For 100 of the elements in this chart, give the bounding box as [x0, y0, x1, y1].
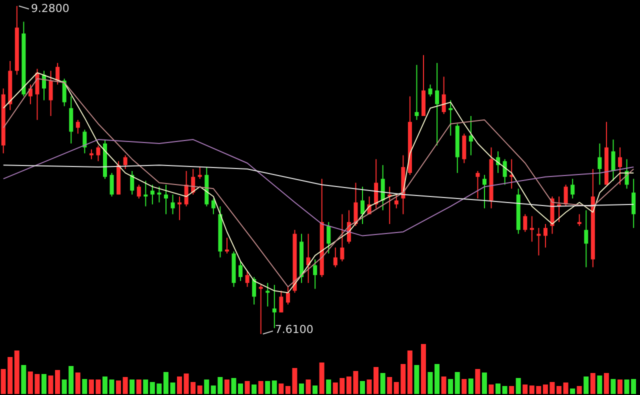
bar — [204, 380, 210, 394]
bar — [258, 381, 264, 394]
candlestick — [123, 154, 128, 170]
bar — [326, 380, 332, 394]
bar — [82, 379, 88, 394]
bar — [475, 369, 480, 394]
candlestick — [598, 142, 602, 186]
candlestick — [577, 214, 582, 226]
bar — [448, 379, 454, 394]
bar — [272, 380, 277, 394]
bar — [278, 384, 284, 394]
bar — [454, 372, 460, 394]
candlestick — [62, 78, 66, 107]
bar — [252, 384, 257, 394]
bar — [468, 378, 474, 394]
bar — [556, 386, 562, 394]
candlestick — [252, 276, 256, 306]
bar — [136, 380, 142, 394]
candlestick — [435, 62, 440, 146]
candlestick — [448, 100, 453, 136]
bar — [197, 386, 202, 394]
annotation: 9.2800 — [30, 2, 70, 15]
candlestick — [238, 260, 243, 282]
candlestick — [333, 247, 338, 268]
candlestick — [96, 144, 100, 162]
candlestick — [326, 222, 331, 254]
bar — [576, 386, 582, 394]
candlestick — [272, 284, 276, 329]
bar — [462, 379, 467, 394]
bar — [360, 381, 365, 394]
bar — [584, 376, 589, 394]
candlestick — [354, 182, 358, 226]
bar — [265, 381, 270, 394]
candlestick — [258, 284, 263, 334]
bar — [570, 388, 576, 394]
bar — [130, 380, 135, 394]
bar — [75, 372, 80, 394]
candlestick — [502, 158, 507, 186]
bar — [14, 350, 20, 394]
bar — [312, 386, 318, 394]
candlestick — [340, 214, 344, 262]
candlestick — [564, 184, 568, 207]
annotation: 7.6100 — [274, 323, 314, 336]
candlestick — [611, 139, 616, 182]
candlestick — [266, 282, 270, 308]
bar — [428, 372, 433, 394]
candlestick — [543, 224, 548, 248]
bar — [441, 376, 446, 394]
candlestick — [313, 258, 318, 290]
candlestick — [28, 84, 32, 105]
candlestick — [157, 186, 162, 203]
bar — [387, 377, 392, 394]
candlestick — [69, 96, 74, 144]
candlestick — [164, 184, 168, 215]
bar — [224, 380, 230, 394]
candlestick — [48, 70, 53, 116]
candlestick — [360, 186, 365, 225]
candlestick — [76, 119, 80, 134]
candlestick — [584, 210, 588, 268]
candlestick — [414, 64, 419, 120]
bar — [414, 365, 420, 394]
bar — [116, 380, 122, 394]
candlestick — [476, 170, 480, 199]
candlestick — [56, 62, 60, 86]
candlestick — [130, 170, 134, 196]
candlestick — [110, 172, 114, 198]
bar — [488, 384, 494, 394]
candlestick — [482, 174, 486, 209]
bar — [48, 376, 54, 394]
bar — [617, 380, 622, 394]
bar — [122, 377, 128, 394]
candlestick — [442, 76, 446, 115]
candlestick — [536, 227, 541, 256]
candlestick — [245, 270, 250, 288]
candlestick — [570, 178, 575, 199]
bar — [41, 374, 46, 394]
candlestick — [184, 170, 188, 207]
candlestick — [224, 237, 229, 254]
bar — [610, 379, 616, 394]
bar — [516, 378, 521, 394]
candlestick — [380, 164, 385, 211]
bar — [604, 373, 609, 394]
bar — [434, 364, 440, 394]
candlestick — [394, 194, 398, 209]
candlestick — [279, 290, 284, 313]
bar — [231, 378, 236, 394]
bar — [21, 365, 26, 394]
candlestick — [286, 286, 290, 306]
bar — [597, 376, 602, 394]
bar — [407, 350, 412, 394]
candlestick — [462, 133, 466, 164]
candlestick — [523, 214, 528, 232]
bar — [366, 380, 372, 394]
bar — [319, 362, 324, 394]
candlestick — [632, 178, 636, 228]
bar — [298, 384, 304, 394]
candlestick — [198, 166, 202, 180]
bar — [496, 384, 501, 394]
bar — [563, 382, 568, 394]
candlestick — [136, 184, 141, 199]
